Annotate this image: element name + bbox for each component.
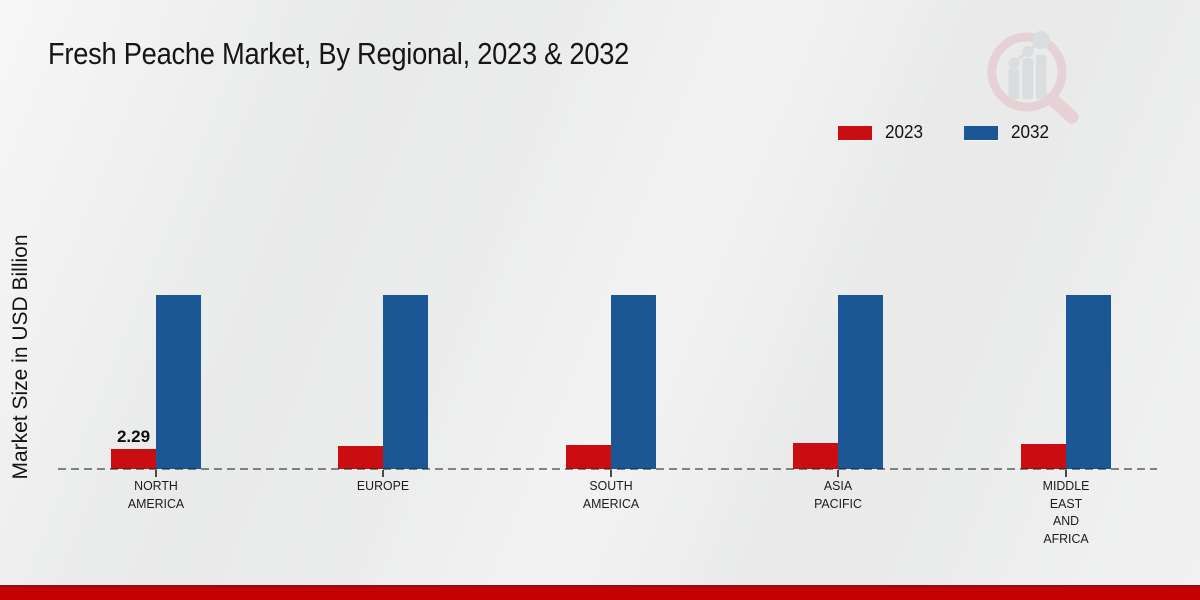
- x-axis-tick: [837, 470, 839, 477]
- x-axis-category-label: SOUTH AMERICA: [582, 478, 640, 511]
- x-axis-baseline: [58, 468, 1157, 470]
- magnifier-bar-chart-logo-icon: [987, 31, 1079, 124]
- x-axis-tick: [1065, 470, 1067, 477]
- legend-label-2023: 2023: [885, 122, 924, 142]
- legend-swatch-2032: [964, 125, 999, 140]
- bar-2032-north-america: [156, 295, 201, 469]
- legend: 2023 2032: [838, 122, 1050, 143]
- legend-swatch-2023: [838, 125, 872, 140]
- bar-value-label: 2.29: [116, 427, 151, 446]
- legend-item-2023: 2023: [838, 122, 924, 143]
- legend-item-2032: 2032: [964, 122, 1050, 143]
- x-axis-tick: [155, 470, 157, 477]
- bar-2023-north-america: [111, 449, 156, 469]
- footer-accent-band: [0, 585, 1200, 600]
- bar-2023-south-america: [566, 445, 611, 469]
- legend-label-2032: 2032: [1011, 122, 1050, 142]
- bar-2032-south-america: [611, 295, 656, 469]
- bar-2023-middle-east-and-africa: [1021, 444, 1066, 469]
- x-axis-tick: [382, 470, 384, 477]
- x-axis-category-label: NORTH AMERICA: [127, 478, 185, 511]
- bar-2032-middle-east-and-africa: [1066, 295, 1111, 469]
- bar-2023-asia-pacific: [793, 443, 838, 469]
- bar-2032-asia-pacific: [838, 295, 883, 469]
- x-axis-category-label: EUROPE: [356, 478, 410, 493]
- x-axis-category-label: MIDDLE EAST AND AFRICA: [1042, 478, 1090, 546]
- chart-title: Fresh Peache Market, By Regional, 2023 &…: [48, 36, 630, 71]
- bar-2023-europe: [338, 446, 383, 469]
- x-axis-tick: [610, 470, 612, 477]
- bar-2032-europe: [383, 295, 428, 469]
- x-axis-category-label: ASIA PACIFIC: [814, 478, 862, 511]
